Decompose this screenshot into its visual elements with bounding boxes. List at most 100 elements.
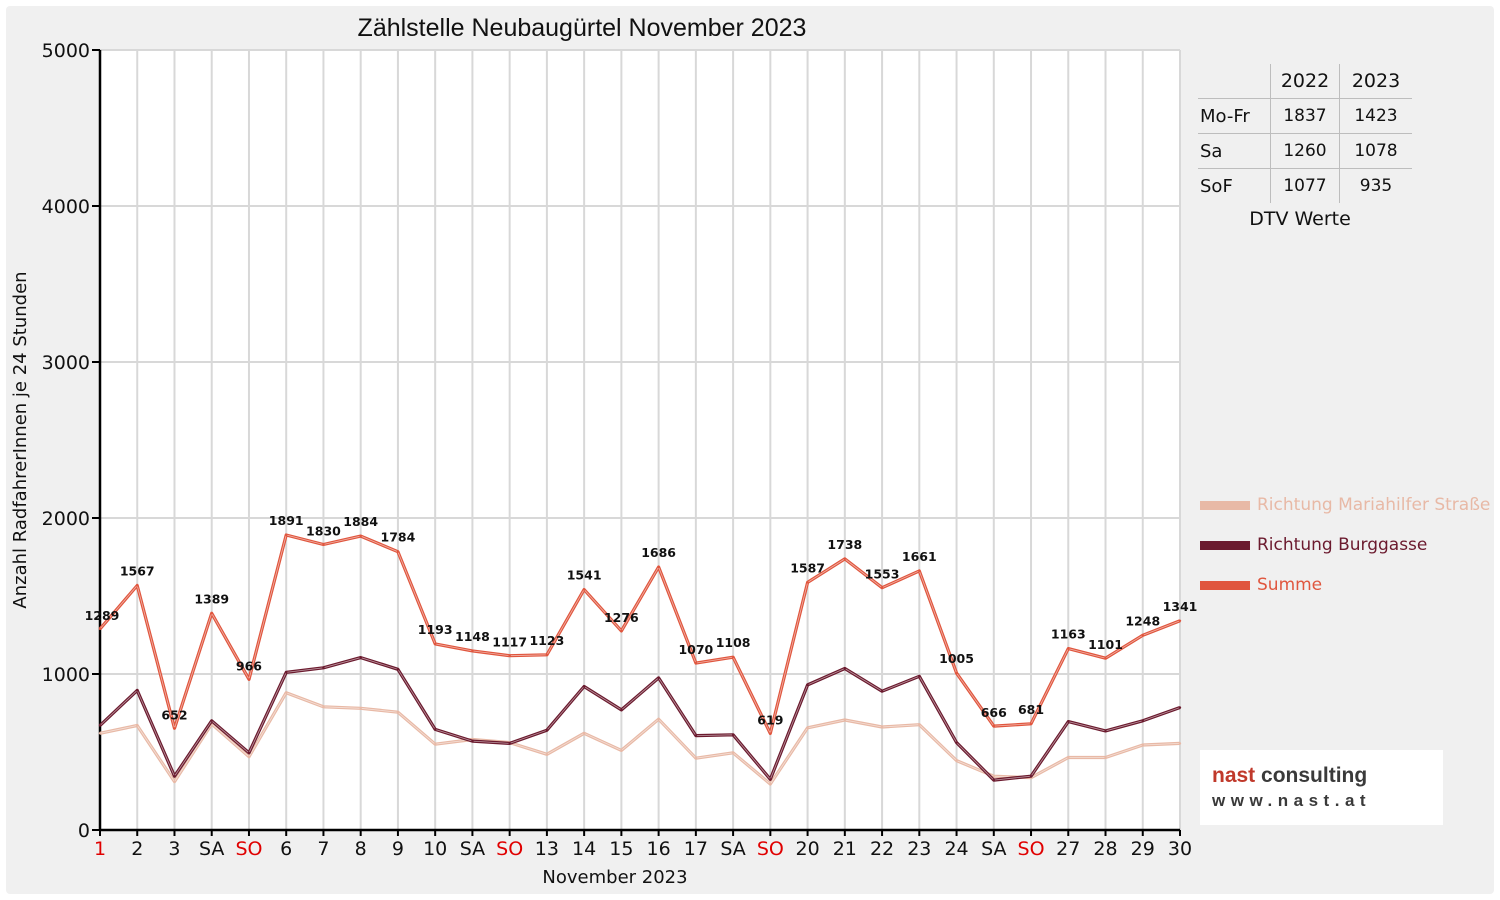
data-point <box>396 668 400 671</box>
x-tick-label: SA <box>981 838 1006 860</box>
plot-area <box>100 50 1180 830</box>
y-tick-label: 4000 <box>42 196 90 218</box>
x-tick-label: 20 <box>795 838 819 860</box>
data-point <box>1067 756 1070 759</box>
data-point <box>285 671 288 674</box>
dtv-row-label: Sa <box>1198 133 1271 169</box>
data-point <box>918 723 921 726</box>
series-line-highlight <box>99 692 1181 785</box>
nast-consulting-logo: nast consulting www.nast.at <box>1200 750 1443 825</box>
data-point <box>322 705 325 708</box>
x-tick-label: 29 <box>1131 838 1155 860</box>
x-tick-label: 10 <box>423 838 447 860</box>
x-tick-label: 3 <box>168 838 180 860</box>
dtv-row-sa: Sa 1260 1078 <box>1198 133 1412 169</box>
data-label: 1101 <box>1088 637 1123 652</box>
data-point <box>806 581 809 584</box>
y-tick-label: 1000 <box>42 664 90 686</box>
x-tick-label: SO <box>235 838 262 860</box>
data-label: 1108 <box>716 635 751 650</box>
data-point <box>731 751 735 754</box>
data-point <box>285 533 288 537</box>
data-point <box>694 734 698 737</box>
data-label: 1830 <box>306 524 341 539</box>
data-point <box>843 718 847 722</box>
data-point <box>247 755 251 758</box>
y-tick-label: 3000 <box>42 352 90 374</box>
data-label: 1248 <box>1125 613 1160 628</box>
x-tick-label: SO <box>757 838 784 860</box>
data-point <box>694 661 698 665</box>
data-point <box>992 724 995 728</box>
data-point <box>1029 722 1033 725</box>
dtv-caption: DTV Werte <box>1249 208 1351 230</box>
x-tick-label: 27 <box>1056 838 1080 860</box>
x-tick-label: 7 <box>317 838 329 860</box>
y-tick-label: 2000 <box>42 508 90 530</box>
data-point <box>992 774 995 778</box>
data-label: 1686 <box>641 545 676 560</box>
data-label: 1884 <box>343 514 378 529</box>
data-point <box>731 733 735 737</box>
x-tick-label: SA <box>460 838 485 860</box>
data-label: 1553 <box>865 567 900 582</box>
data-point <box>1067 647 1070 650</box>
dtv-value-2023: 1423 <box>1339 98 1412 134</box>
data-label: 1661 <box>902 549 937 564</box>
data-label: 1070 <box>678 642 713 657</box>
chart-title: Zählstelle Neubaugürtel November 2023 <box>358 14 807 42</box>
x-tick-label: 23 <box>907 838 931 860</box>
data-point <box>173 780 176 783</box>
data-point <box>1141 719 1144 722</box>
dtv-value-2022: 1077 <box>1270 168 1340 203</box>
logo-word-consulting: consulting <box>1261 764 1368 787</box>
data-point <box>769 732 772 735</box>
data-point <box>285 691 288 694</box>
dtv-value-2022: 1260 <box>1270 133 1340 169</box>
data-point <box>769 782 772 786</box>
data-point <box>582 685 586 688</box>
data-point <box>173 727 176 730</box>
dtv-row-sof: SoF 1077 935 <box>1198 168 1412 203</box>
y-axis-title: Anzahl RadfahrerInnen je 24 Stunden <box>10 271 31 608</box>
data-point <box>508 654 511 657</box>
data-point <box>955 672 958 675</box>
data-point <box>98 627 102 631</box>
logo-url: www.nast.at <box>1212 791 1372 810</box>
data-point <box>1029 774 1033 778</box>
series-line-highlight <box>99 534 1181 735</box>
x-tick-label: 22 <box>870 838 894 860</box>
data-label: 1341 <box>1163 599 1198 614</box>
data-label: 1005 <box>939 651 974 666</box>
data-point <box>1141 743 1144 747</box>
data-point <box>210 719 213 722</box>
data-label: 666 <box>981 705 1007 720</box>
data-point <box>322 666 325 669</box>
logo-word-nast: nast <box>1212 764 1256 787</box>
data-point <box>880 725 884 729</box>
data-point <box>955 759 958 762</box>
dtv-header-2023: 2023 <box>1339 64 1412 99</box>
data-point <box>1104 657 1107 660</box>
data-point <box>992 778 995 782</box>
data-label: 681 <box>1018 702 1044 717</box>
legend-label: Summe <box>1257 575 1323 595</box>
x-tick-label: 17 <box>684 838 708 860</box>
data-point <box>806 726 809 730</box>
x-tick-label: SO <box>496 838 523 860</box>
x-tick-label: 8 <box>355 838 367 860</box>
dtv-value-2023: 1078 <box>1339 133 1412 169</box>
data-point <box>918 569 921 573</box>
x-tick-label: 28 <box>1093 838 1117 860</box>
data-point <box>657 565 660 569</box>
data-label: 1148 <box>455 629 490 644</box>
data-point <box>396 711 400 714</box>
x-tick-label: 24 <box>944 838 968 860</box>
data-label: 1276 <box>604 610 639 625</box>
dtv-value-2022: 1837 <box>1270 98 1340 134</box>
legend-swatch <box>1200 580 1250 590</box>
data-point <box>1141 634 1144 637</box>
x-tick-label: 30 <box>1168 838 1192 860</box>
dtv-table: 2022 2023 Mo-Fr 1837 1423 Sa 1260 1078 S… <box>1198 64 1412 203</box>
data-point <box>545 728 549 732</box>
